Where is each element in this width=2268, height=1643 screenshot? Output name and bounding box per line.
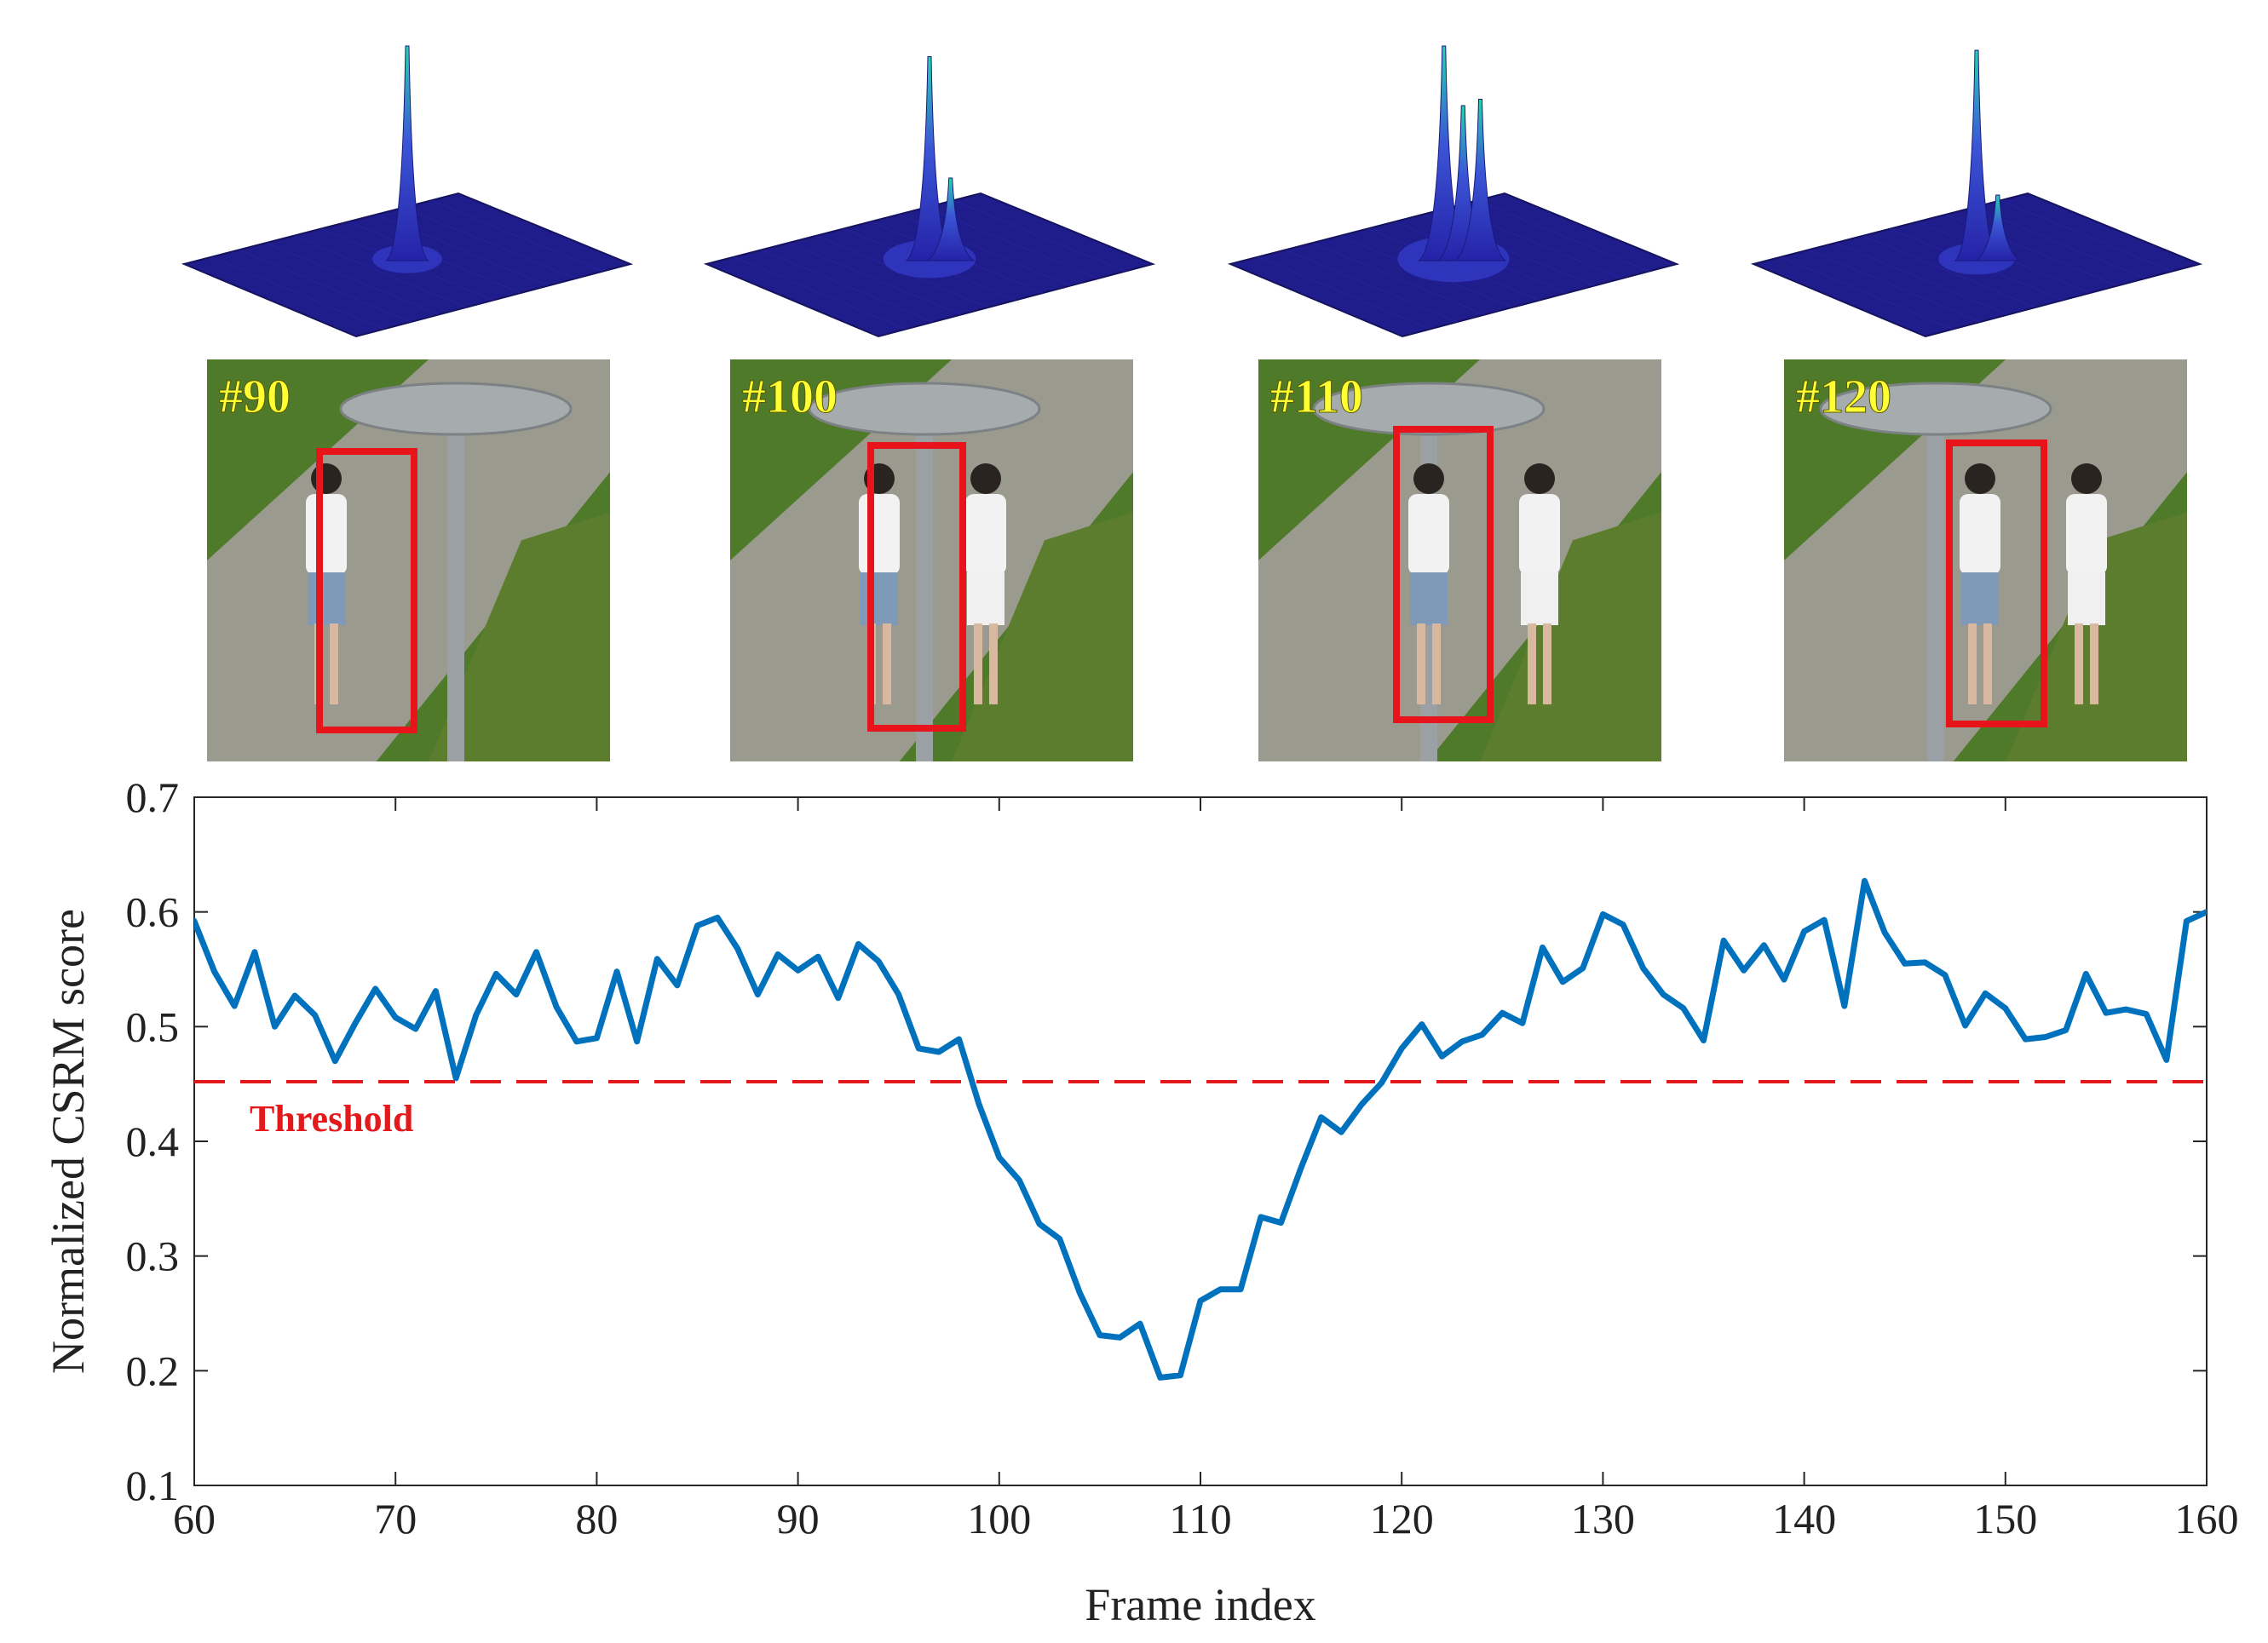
x-tick-label: 90	[777, 1495, 820, 1542]
video-frame: #100	[730, 359, 1133, 761]
tracking-box	[867, 442, 966, 732]
lamp-post	[447, 419, 464, 761]
video-frame: #90	[207, 359, 610, 761]
y-tick-label: 0.5	[126, 1002, 180, 1050]
y-tick-label: 0.7	[126, 773, 180, 821]
x-tick-label: 120	[1370, 1495, 1434, 1542]
panel-1: #90	[181, 45, 634, 761]
tracking-box	[316, 448, 417, 733]
x-tick-label: 80	[575, 1495, 618, 1542]
y-axis-title: Normalized CSRM score	[43, 909, 94, 1374]
y-tick-label: 0.6	[126, 888, 180, 936]
pedestrian	[1960, 463, 2000, 704]
response-surface	[181, 45, 634, 338]
response-surface	[1227, 45, 1680, 338]
x-axis-title: Frame index	[1085, 1579, 1315, 1630]
x-tick-label: 60	[173, 1495, 216, 1542]
x-tick-label: 160	[2175, 1495, 2239, 1542]
pedestrian	[965, 463, 1006, 704]
x-tick-label: 140	[1772, 1495, 1836, 1542]
lamp-head	[1819, 382, 2052, 436]
panel-4: #120	[1750, 49, 2203, 761]
footpath	[1258, 359, 1661, 761]
tracking-box	[1946, 439, 2047, 727]
x-tick-label: 150	[1973, 1495, 2037, 1542]
series-line	[194, 877, 2207, 1381]
footpath	[207, 359, 610, 761]
x-tick-label: 100	[967, 1495, 1031, 1542]
response-peak	[926, 177, 976, 261]
series-line-group	[194, 877, 2207, 1381]
y-tick-label: 0.4	[126, 1117, 180, 1165]
pedestrian	[1408, 463, 1449, 704]
grass-edge	[1480, 512, 1661, 761]
x-tick-label: 130	[1571, 1495, 1635, 1542]
video-frame: #120	[1784, 359, 2187, 761]
y-tick-label: 0.1	[126, 1462, 180, 1509]
frame-number-label: #110	[1270, 371, 1363, 423]
frame-number-label: #100	[742, 371, 838, 423]
grass-edge	[429, 512, 610, 761]
pedestrian	[2066, 463, 2107, 704]
lamp-head	[808, 382, 1041, 436]
y-tick-label: 0.3	[126, 1232, 180, 1280]
panel-3: #110	[1227, 45, 1680, 761]
pedestrian	[1519, 463, 1560, 704]
y-tick-label: 0.2	[126, 1347, 180, 1394]
panel-2: #100	[703, 56, 1156, 761]
panels-layer: #90 #100 #110 #120	[181, 45, 2203, 761]
lamp-head	[1312, 382, 1546, 436]
response-peak	[1975, 194, 2021, 261]
lamp-post	[916, 419, 933, 761]
threshold-label: Threshold	[250, 1098, 413, 1140]
tracking-box	[1393, 426, 1494, 723]
frame-number-label: #90	[219, 371, 291, 423]
response-peak	[385, 45, 429, 261]
plot-frame	[193, 796, 2208, 1486]
x-tick-label: 70	[374, 1495, 417, 1542]
lamp-post	[1927, 419, 1944, 761]
response-peak	[1453, 99, 1507, 261]
response-surface	[703, 56, 1156, 338]
x-tick-label: 110	[1169, 1495, 1231, 1542]
response-surface	[1750, 49, 2203, 338]
chart-area: 60 70 80 90 100 110 120 130 140 150 160 0.1 0.2 0.3 0.…	[43, 773, 2239, 1630]
frame-number-label: #120	[1796, 371, 1891, 423]
video-frame: #110	[1258, 359, 1661, 761]
lamp-head	[339, 382, 573, 436]
